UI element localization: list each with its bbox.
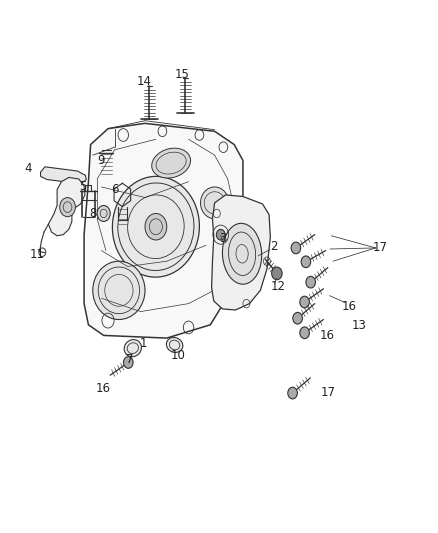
Polygon shape [48, 177, 85, 236]
Text: 11: 11 [30, 248, 45, 261]
Text: 9: 9 [97, 154, 104, 167]
Ellipse shape [223, 223, 261, 284]
Text: 16: 16 [319, 329, 335, 342]
Text: 8: 8 [89, 207, 96, 220]
Ellipse shape [93, 261, 145, 319]
Ellipse shape [113, 176, 199, 277]
Text: 15: 15 [175, 68, 190, 81]
Circle shape [272, 267, 282, 280]
Text: 17: 17 [320, 386, 336, 399]
Circle shape [300, 296, 309, 308]
Circle shape [291, 242, 301, 254]
Text: 14: 14 [137, 76, 152, 88]
Circle shape [301, 256, 311, 268]
FancyBboxPatch shape [100, 151, 113, 177]
Polygon shape [212, 195, 270, 310]
Circle shape [145, 214, 167, 240]
Circle shape [216, 229, 225, 240]
Polygon shape [114, 183, 131, 207]
Polygon shape [41, 167, 86, 184]
Text: 7: 7 [126, 353, 134, 366]
Circle shape [97, 206, 110, 221]
Ellipse shape [166, 337, 183, 352]
Text: 12: 12 [270, 280, 285, 293]
Ellipse shape [152, 148, 191, 178]
Text: 17: 17 [373, 241, 388, 254]
Text: 16: 16 [341, 300, 356, 313]
Polygon shape [84, 123, 243, 338]
Circle shape [300, 327, 309, 338]
Circle shape [124, 357, 133, 368]
Text: 13: 13 [352, 319, 367, 333]
Text: 16: 16 [96, 382, 111, 395]
Text: 5: 5 [79, 181, 86, 193]
Ellipse shape [201, 187, 229, 219]
Circle shape [60, 198, 75, 216]
Text: 6: 6 [111, 183, 118, 196]
Circle shape [306, 276, 315, 288]
Text: 2: 2 [270, 240, 277, 253]
Text: 10: 10 [170, 349, 185, 362]
Circle shape [288, 387, 297, 399]
Text: 4: 4 [25, 162, 32, 175]
Ellipse shape [124, 340, 141, 357]
Text: 3: 3 [220, 232, 227, 245]
Text: 1: 1 [140, 337, 147, 350]
Circle shape [293, 312, 302, 324]
